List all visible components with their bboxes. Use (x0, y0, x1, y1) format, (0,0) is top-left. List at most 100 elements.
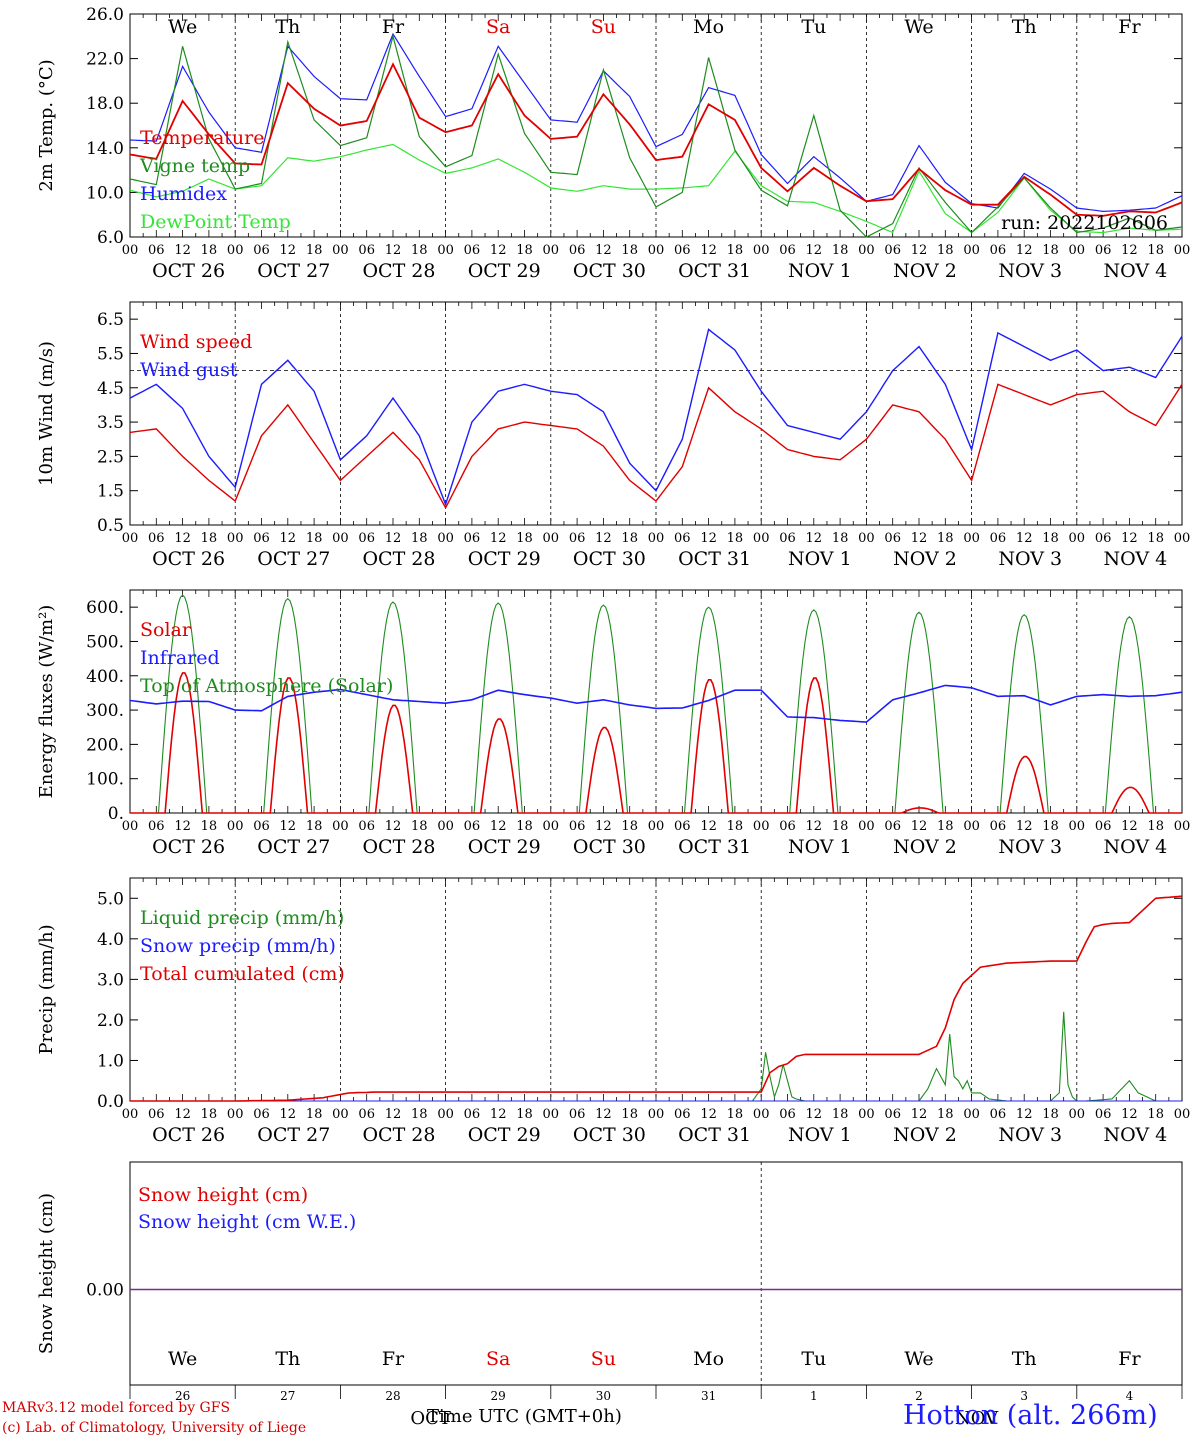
weekday-label: Fr (1118, 1348, 1141, 1370)
weekday-label: Tu (801, 16, 826, 38)
weekday-label: Mo (693, 1348, 724, 1370)
y-tick-label: 6.5 (97, 310, 124, 330)
hour-tick-label: 12 (1121, 819, 1138, 834)
legend-entry-3: Liquid precip (mm/h) (140, 907, 344, 929)
weekday-label: Th (275, 16, 300, 38)
y-tick-label: 5.0 (97, 889, 124, 909)
hour-tick-label: 00 (122, 531, 139, 546)
hour-tick-label: 00 (122, 1107, 139, 1122)
legend-entry-0: Vigne temp (139, 155, 250, 177)
date-label: NOV 1 (788, 260, 852, 282)
hour-tick-label: 18 (306, 819, 323, 834)
date-label: OCT 31 (678, 548, 751, 570)
hour-tick-label: 12 (280, 531, 297, 546)
y-tick-label: 4.5 (97, 379, 124, 399)
hour-tick-label: 06 (990, 819, 1007, 834)
hour-tick-label: 12 (490, 243, 507, 258)
hour-tick-label: 18 (937, 243, 954, 258)
hour-tick-label: 18 (727, 531, 744, 546)
hour-tick-label: 00 (1174, 1107, 1191, 1122)
series-line-temp (129, 62, 1183, 217)
day-number: 2 (915, 1389, 923, 1403)
hour-tick-label: 06 (358, 1107, 375, 1122)
y-tick-label: 300. (86, 701, 124, 721)
hour-tick-label: 00 (1069, 819, 1086, 834)
plot-frame-2 (129, 589, 1183, 814)
hour-tick-label: 00 (963, 243, 980, 258)
day-number: 30 (596, 1389, 611, 1403)
hour-tick-label: 12 (490, 819, 507, 834)
hour-tick-label: 06 (990, 531, 1007, 546)
hour-tick-label: 00 (753, 531, 770, 546)
date-label: NOV 2 (893, 1124, 957, 1146)
hour-tick-label: 12 (595, 243, 612, 258)
hour-tick-label: 06 (148, 819, 165, 834)
y-tick-label: 400. (86, 667, 124, 687)
hour-tick-label: 12 (806, 531, 823, 546)
date-label: NOV 1 (788, 1124, 852, 1146)
hour-tick-label: 12 (806, 243, 823, 258)
legend-entry-3: Total cumulated (cm) (140, 963, 345, 985)
date-label: OCT 28 (362, 836, 435, 858)
month-label-right: NOV (955, 1408, 999, 1429)
hour-tick-label: 06 (253, 243, 270, 258)
hour-tick-label: 12 (911, 531, 928, 546)
hour-tick-label: 12 (911, 243, 928, 258)
day-number: 1 (810, 1389, 818, 1403)
y-axis-label-0: 2m Temp. (°C) (36, 59, 57, 191)
hour-tick-label: 00 (858, 243, 875, 258)
hour-tick-label: 18 (411, 243, 428, 258)
date-label: NOV 2 (893, 548, 957, 570)
weekday-label: Tu (801, 1348, 826, 1370)
hour-tick-label: 18 (201, 819, 218, 834)
weekday-label: Su (591, 1348, 616, 1370)
date-label: OCT 27 (257, 548, 330, 570)
hour-tick-label: 12 (385, 243, 402, 258)
model-credit: MARv3.12 model forced by GFS (2, 1400, 231, 1416)
y-tick-label: 6.0 (97, 228, 124, 248)
date-label: OCT 26 (152, 836, 225, 858)
hour-tick-label: 00 (437, 531, 454, 546)
hour-tick-label: 12 (700, 531, 717, 546)
y-tick-label: 26.0 (86, 5, 124, 25)
series-line-temp (129, 143, 1183, 234)
date-label: NOV 3 (998, 836, 1062, 858)
legend-entry-0: Temperature (140, 127, 264, 149)
date-label: OCT 29 (468, 836, 541, 858)
hour-tick-label: 12 (280, 1107, 297, 1122)
weekday-label: Su (591, 16, 616, 38)
hour-tick-label: 00 (963, 531, 980, 546)
weekday-label: Fr (382, 16, 405, 38)
y-tick-label: 18.0 (86, 94, 124, 114)
series-line-infrared (129, 684, 1183, 723)
hour-tick-label: 18 (727, 243, 744, 258)
hour-tick-label: 00 (227, 531, 244, 546)
hour-tick-label: 18 (832, 243, 849, 258)
date-label: NOV 3 (998, 260, 1062, 282)
date-label: OCT 29 (468, 1124, 541, 1146)
hour-tick-label: 12 (911, 1107, 928, 1122)
day-number: 27 (280, 1389, 295, 1403)
hour-tick-label: 06 (148, 531, 165, 546)
series-line-temp (129, 33, 1183, 238)
hour-tick-label: 06 (1095, 531, 1112, 546)
hour-tick-label: 00 (753, 243, 770, 258)
hour-tick-label: 06 (1095, 243, 1112, 258)
hour-tick-label: 18 (621, 531, 638, 546)
legend-entry-4: Snow height (cm) (138, 1184, 308, 1206)
hour-tick-label: 12 (174, 243, 191, 258)
hour-tick-label: 12 (385, 531, 402, 546)
date-label: OCT 29 (468, 260, 541, 282)
y-tick-label: 4.0 (97, 930, 124, 950)
weekday-label: Sa (486, 1348, 510, 1370)
weekday-label: Th (1012, 16, 1037, 38)
hour-tick-label: 18 (832, 1107, 849, 1122)
date-label: NOV 2 (893, 260, 957, 282)
hour-tick-label: 12 (1016, 243, 1033, 258)
y-tick-label: 500. (86, 632, 124, 652)
hour-tick-label: 06 (569, 243, 586, 258)
day-number: 4 (1126, 1389, 1134, 1403)
date-label: OCT 27 (257, 836, 330, 858)
hour-tick-label: 00 (122, 243, 139, 258)
hour-tick-label: 18 (832, 819, 849, 834)
